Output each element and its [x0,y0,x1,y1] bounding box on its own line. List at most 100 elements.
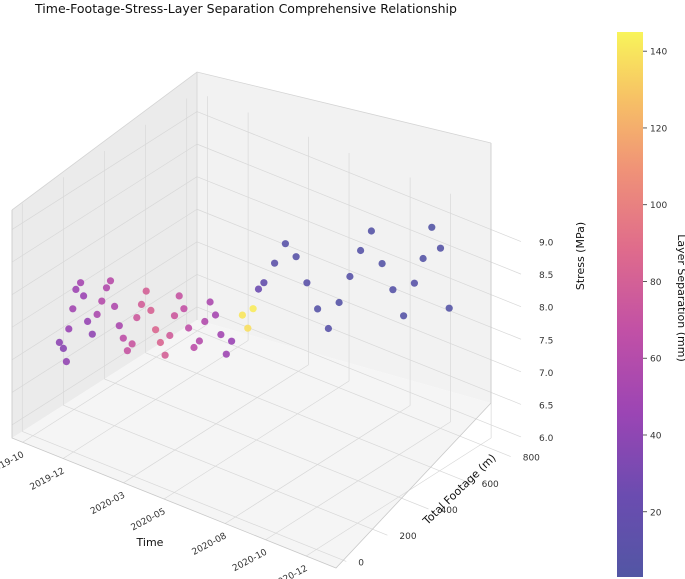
z-tick-label: 6.0 [539,434,554,444]
scatter-point [346,272,354,281]
scatter-point [161,351,169,359]
y-tick-label: 800 [523,454,540,464]
scatter-point [367,227,375,235]
z-tick-label: 9.0 [539,239,554,249]
scatter-point [389,286,397,294]
axes-3d [11,71,522,569]
scatter-point [206,298,214,306]
pane-edges [11,143,492,569]
colorbar-tick-label: 20 [650,508,662,518]
z-gridline-left [11,274,198,393]
colorbar-tick-label: 140 [650,48,667,58]
scatter-point [428,223,436,231]
z-gridline-back [196,241,522,373]
scatter-point [222,350,230,358]
scatter-point [201,317,209,326]
scatter-point [80,292,88,300]
scatter-point [335,298,343,307]
scatter-point [128,340,136,348]
scatter-point [84,317,92,325]
scatter-point [260,279,268,287]
scatter-point [65,325,73,333]
z-gridline-left [11,208,198,328]
z-gridline-back [196,111,522,242]
chart-title: Time-Footage-Stress-Layer Separation Com… [34,1,457,16]
scatter-point [88,330,96,338]
scatter-point [410,279,418,287]
y-tick-label: 400 [441,506,458,516]
colorbar [617,32,643,577]
scatter-point [137,300,146,308]
scatter-point [378,260,386,268]
scatter-point [400,312,408,320]
x-tick-label: 2020-10 [231,547,269,574]
scatter-point [62,358,70,366]
z-gridline-back [196,274,522,405]
z-gridline-back [196,208,522,340]
scatter-point [115,322,123,330]
scatter-point [271,259,279,267]
scatter-point [93,310,101,318]
scatter-point [185,324,193,332]
x-tick-label: 2020-08 [191,531,229,558]
colorbar-tick-label: 120 [650,124,667,134]
z-tick-label: 6.5 [539,401,553,411]
x-tick-label: 2019-12 [29,466,67,492]
scatter-point [292,253,300,261]
z-gridline-left [11,111,198,230]
z-tick-label: 8.5 [539,271,553,281]
scatter-point [445,304,453,312]
y-gridline-floor [145,352,470,484]
scatter-point [55,338,64,346]
scatter-point [419,254,427,263]
scatter-point [324,324,332,333]
scatter-point [238,311,246,319]
grid-lines [11,96,522,562]
scatter-point [303,279,311,287]
back-pane [197,72,491,403]
z-tick-label: 7.0 [539,369,554,379]
y-tick-label: 200 [399,532,416,542]
scatter-point [72,285,80,293]
scatter-point [170,312,179,320]
scatter-point [166,331,174,340]
x-axis-label: Time [136,536,164,549]
colorbar-label: Layer Separation (mm) [675,234,685,361]
scatter-point [190,343,198,352]
colorbar-ticks: 20 40 60 80 100 120 140 [643,48,667,518]
z-gridline-left [11,143,198,263]
scatter-point [244,324,252,332]
x-tick-label: 2020-12 [272,564,310,579]
y-axis-ticks: 0 200 400 600 800 [358,454,540,569]
scatter-point [180,305,188,313]
z-gridline-left [11,176,198,295]
scatter-point [357,246,365,255]
scatter-point [314,305,322,313]
scatter-point [119,334,127,342]
colorbar-tick-label: 80 [650,278,662,288]
y-tick-label: 600 [482,480,499,490]
scatter-point [69,305,77,313]
scatter-point [175,292,183,300]
scatter-point [152,326,160,334]
scatter-point [142,287,150,295]
scatter-point [211,311,220,319]
scatter-point [77,279,85,287]
x-tick-label: 2019-10 [0,450,26,477]
scatter-point [98,297,106,305]
scatter-points [55,223,453,366]
colorbar-tick-label: 40 [650,431,662,441]
y-gridline-floor [22,431,347,562]
scatter-point [123,347,131,355]
scatter-point [147,306,155,314]
colorbar-tick-label: 100 [650,201,667,211]
z-axis-ticks: 6.0 6.5 7.0 7.5 8.0 8.5 9.0 [539,239,554,444]
z-axis-label: Stress (MPa) [574,222,587,290]
scatter-point [281,240,289,248]
floor-pane [12,320,491,568]
scatter-point [249,305,257,313]
y-tick-label: 0 [358,558,364,568]
x-tick-label: 2020-05 [130,507,168,533]
scatter-point [254,285,263,293]
scatter-point [217,331,225,339]
